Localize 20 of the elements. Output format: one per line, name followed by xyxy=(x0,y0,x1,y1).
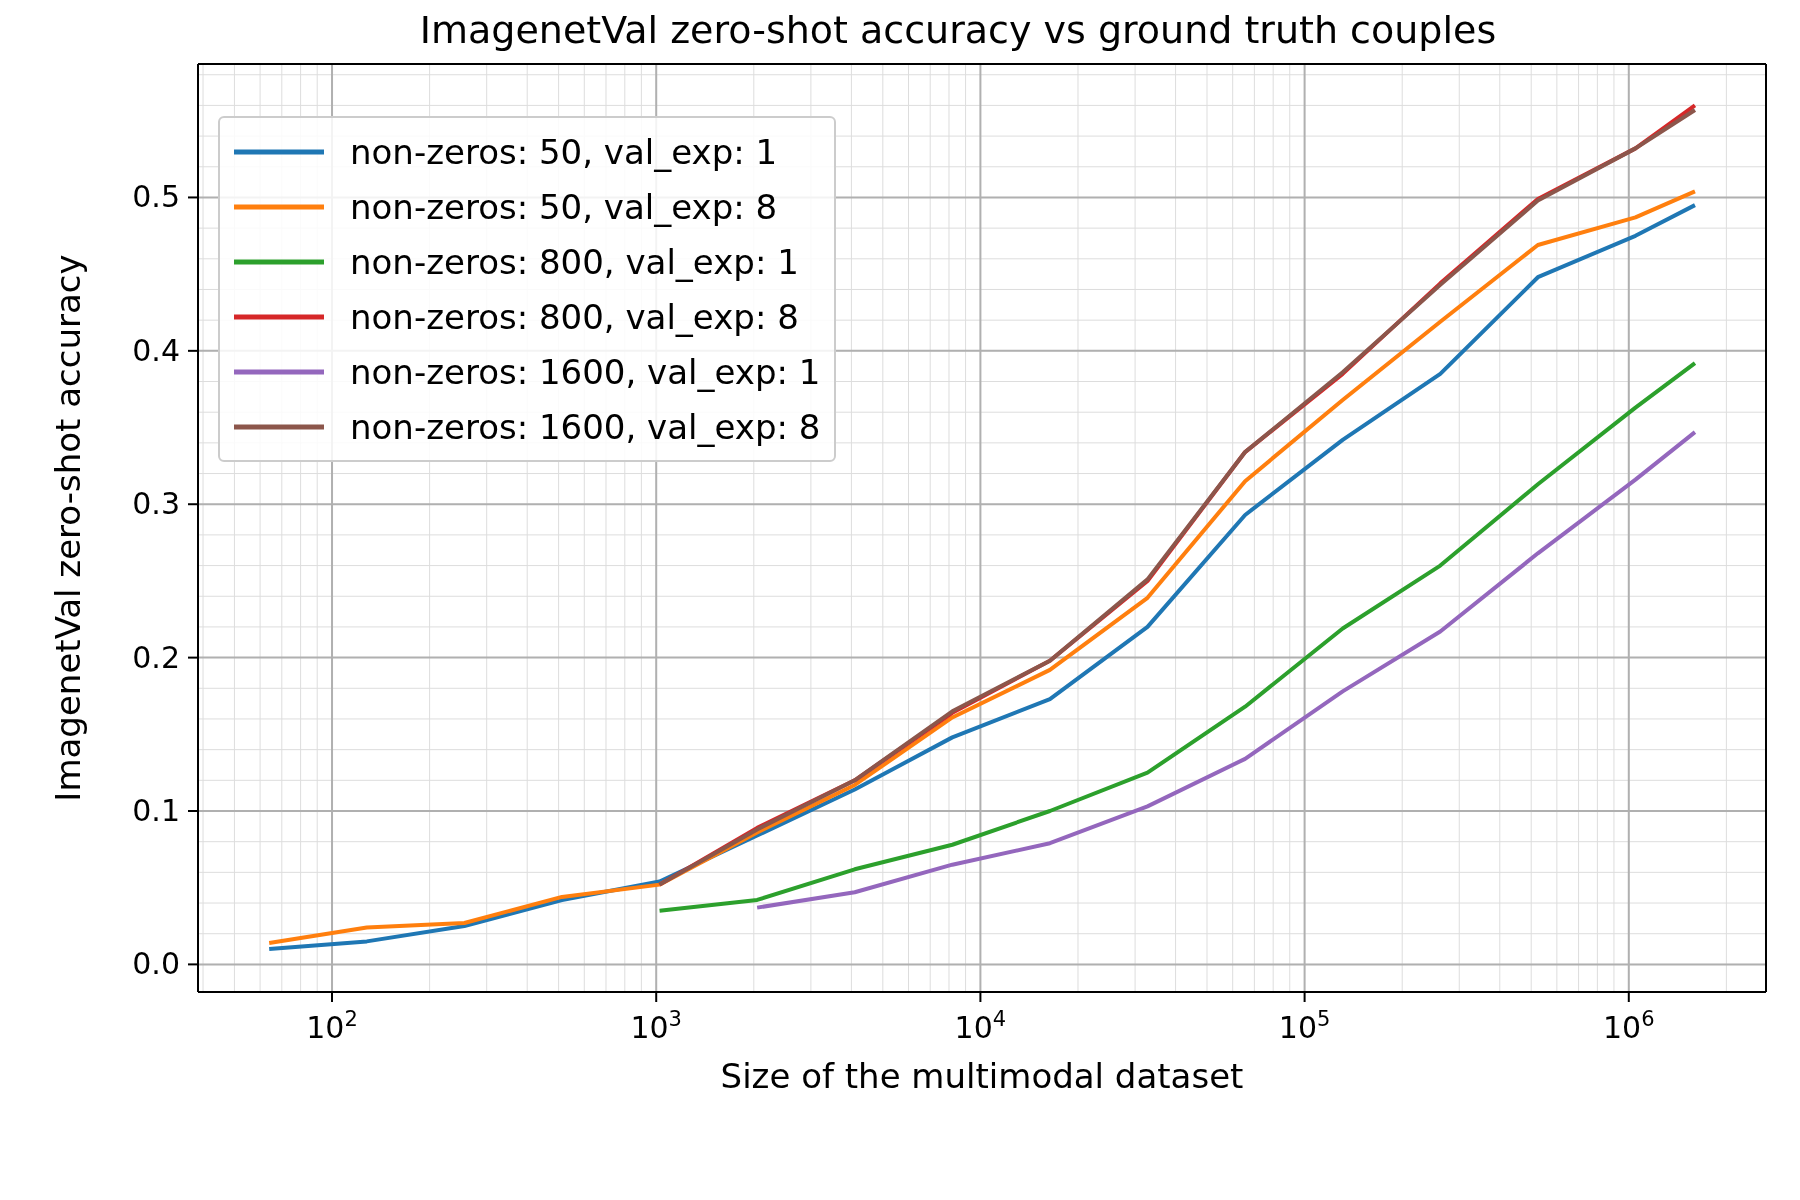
legend-label: non-zeros: 50, val_exp: 8 xyxy=(350,185,778,229)
x-tick-label: 10$^{6}$ xyxy=(1603,1007,1655,1045)
x-axis-title: Size of the multimodal dataset xyxy=(720,1056,1244,1096)
y-tick-label: 0.3 xyxy=(132,486,180,522)
y-tick-label: 0.4 xyxy=(132,332,180,368)
x-tick-label: 10$^{2}$ xyxy=(306,1007,358,1045)
x-tick-label: 10$^{5}$ xyxy=(1278,1007,1331,1045)
legend-label: non-zeros: 50, val_exp: 1 xyxy=(350,130,778,174)
y-axis-title: ImagenetVal zero-shot accuracy xyxy=(48,254,89,802)
legend-label: non-zeros: 800, val_exp: 8 xyxy=(350,295,799,339)
y-tick-label: 0.1 xyxy=(132,793,180,828)
y-tick-label: 0.5 xyxy=(132,179,180,215)
x-tick-label: 10$^{3}$ xyxy=(630,1007,682,1045)
x-tick-label: 10$^{4}$ xyxy=(954,1007,1007,1045)
y-tick-label: 0.0 xyxy=(132,946,180,982)
chart-title: ImagenetVal zero-shot accuracy vs ground truth couples xyxy=(418,8,1498,52)
legend-label: non-zeros: 1600, val_exp: 1 xyxy=(350,350,821,394)
legend-label: non-zeros: 800, val_exp: 1 xyxy=(350,240,799,284)
y-tick-label: 0.2 xyxy=(132,639,180,675)
legend-label: non-zeros: 1600, val_exp: 8 xyxy=(350,405,821,449)
